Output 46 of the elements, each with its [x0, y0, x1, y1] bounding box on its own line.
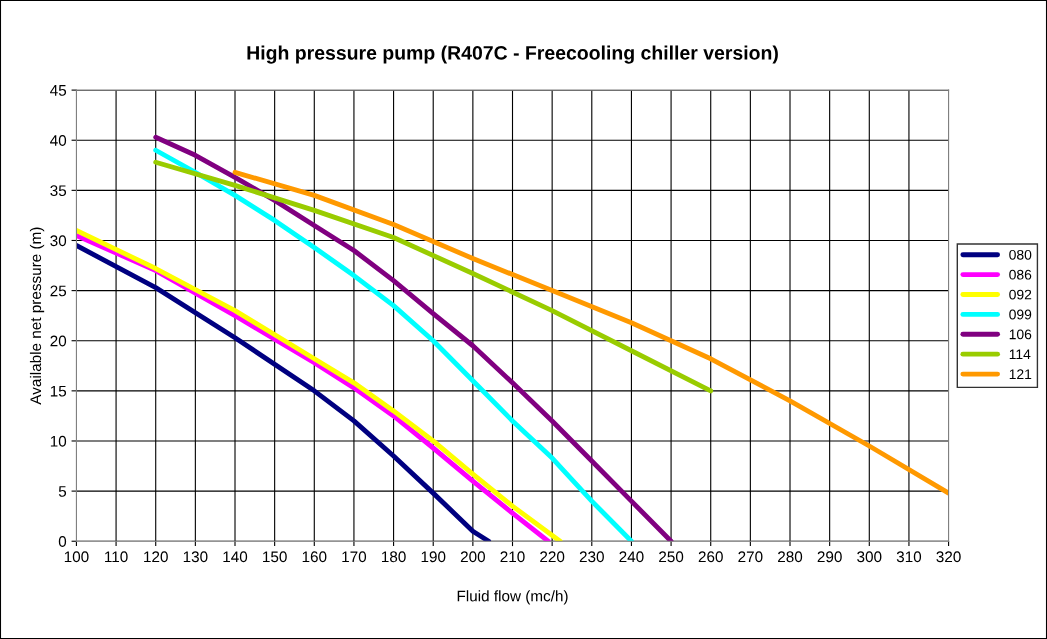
x-tick-label: 110 [105, 551, 128, 563]
x-tick-label: 220 [540, 551, 565, 563]
x-tick-label: 200 [460, 551, 486, 563]
x-tick-label: 190 [421, 551, 446, 563]
line-series [153, 159, 714, 394]
line-series [232, 169, 949, 496]
x-tick-label: 320 [936, 551, 961, 563]
y-tick-label: 45 [50, 85, 67, 96]
legend-label: 106 [1009, 329, 1032, 340]
line-series [76, 243, 492, 542]
x-tick-label: 290 [817, 551, 842, 563]
x-tick-label: 270 [738, 551, 763, 563]
x-tick-label: 210 [500, 551, 525, 563]
x-tick-label: 100 [64, 551, 89, 563]
chart-title: High pressure pump (R407C - Freecooling chiller version) [247, 45, 778, 64]
x-tick-label: 180 [382, 551, 406, 563]
y-tick-label: 25 [50, 285, 67, 297]
y-tick-label: 0 [58, 536, 67, 547]
legend-label: 080 [1009, 249, 1032, 260]
x-tick-label: 310 [896, 551, 922, 563]
legend-label: 086 [1009, 269, 1032, 280]
y-tick-label: 40 [50, 135, 67, 146]
legend-label: 121 [1009, 369, 1032, 379]
x-tick-label: 120 [144, 551, 168, 563]
x-tick-label: 300 [857, 551, 882, 563]
y-tick-label: 20 [50, 335, 67, 347]
legend-label: 092 [1009, 289, 1032, 300]
legend-label: 099 [1009, 309, 1032, 320]
x-axis-title: Fluid flow (mc/h) [457, 590, 568, 605]
y-axis-title: Available net pressure (m) [29, 227, 45, 405]
x-tick-label: 150 [263, 551, 287, 563]
legend-label: 114 [1009, 349, 1031, 360]
x-tick-label: 260 [698, 551, 723, 563]
x-tick-label: 240 [619, 551, 644, 563]
x-tick-label: 170 [342, 551, 367, 563]
y-tick-label: 15 [50, 385, 67, 397]
x-tick-label: 140 [223, 551, 248, 563]
y-tick-label: 10 [50, 435, 67, 447]
y-tick-label: 35 [50, 185, 67, 197]
x-tick-label: 230 [579, 551, 604, 563]
x-tick-label: 250 [659, 551, 684, 563]
x-tick-label: 280 [778, 551, 803, 563]
x-tick-label: 160 [302, 551, 327, 563]
y-tick-label: 30 [50, 235, 67, 247]
y-tick-label: 5 [58, 486, 67, 497]
x-tick-label: 130 [183, 551, 208, 563]
